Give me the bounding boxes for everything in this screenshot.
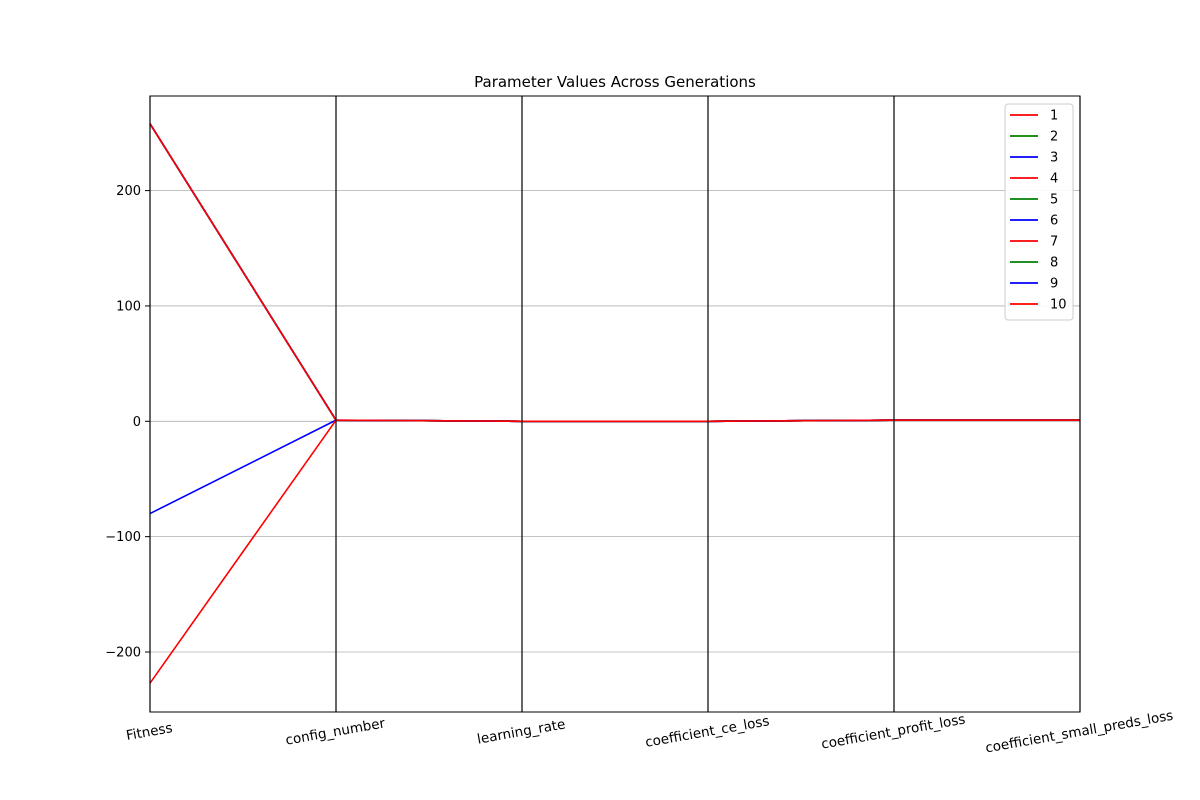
series-line-5 <box>149 123 1080 423</box>
y-tick-label: 100 <box>116 299 141 314</box>
series-lines <box>149 123 1080 684</box>
x-category-label: coefficient_ce_loss <box>644 713 771 751</box>
legend-label: 1 <box>1050 109 1058 124</box>
legend-label: 3 <box>1050 151 1058 166</box>
legend-label: 9 <box>1050 277 1058 292</box>
series-line-6 <box>149 123 1080 423</box>
y-tick-label: 200 <box>116 184 141 199</box>
x-category-label: coefficient_small_preds_loss <box>984 708 1174 757</box>
legend-label: 5 <box>1050 193 1058 208</box>
legend: 1 2 3 4 5 6 7 8 9 10 <box>1004 103 1074 321</box>
legend-label: 10 <box>1050 298 1067 313</box>
x-category-label: learning_rate <box>476 716 567 747</box>
series-line-3 <box>149 419 1080 515</box>
y-tick-label: 0 <box>133 415 141 430</box>
series-line-8 <box>149 123 1080 423</box>
y-tick-label: −100 <box>105 530 141 545</box>
plot-frame <box>149 95 1081 713</box>
y-axis-ticks: −200 −100 0 100 200 <box>105 184 150 661</box>
legend-box <box>1004 103 1074 321</box>
legend-label: 7 <box>1050 235 1058 250</box>
x-category-label: coefficient_profit_loss <box>820 712 966 753</box>
legend-label: 6 <box>1050 214 1058 229</box>
y-tick-label: −200 <box>105 646 141 661</box>
series-line-9 <box>149 123 1080 423</box>
series-line-1 <box>149 123 1080 423</box>
x-category-label: Fitness <box>125 720 174 744</box>
legend-label: 8 <box>1050 256 1058 271</box>
chart-title: Parameter Values Across Generations <box>474 73 756 91</box>
category-axes <box>149 96 1081 712</box>
x-category-label: config_number <box>284 715 386 748</box>
series-line-10 <box>149 123 1080 423</box>
series-line-4 <box>149 419 1080 684</box>
legend-label: 4 <box>1050 172 1058 187</box>
series-line-7 <box>149 123 1080 423</box>
x-axis-category-labels: Fitness config_number learning_rate coeffic… <box>125 708 1175 757</box>
legend-label: 2 <box>1050 130 1058 145</box>
series-line-2 <box>149 123 1080 423</box>
